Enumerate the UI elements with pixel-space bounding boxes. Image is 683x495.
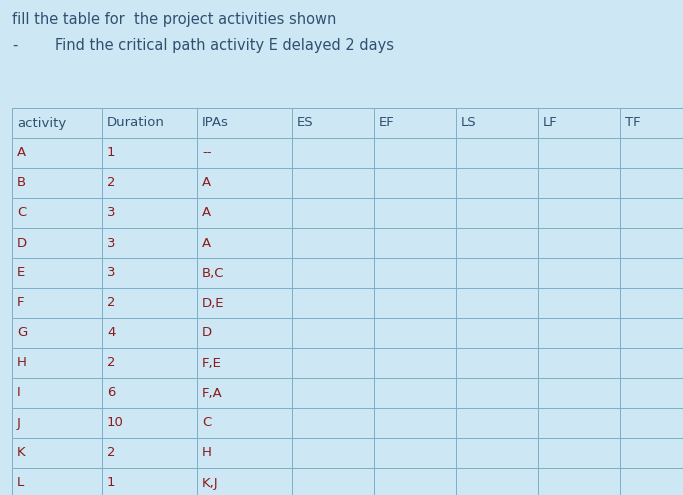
Text: D,E: D,E	[202, 297, 225, 309]
Text: L: L	[17, 477, 25, 490]
Text: ES: ES	[297, 116, 313, 130]
Text: J: J	[17, 416, 21, 430]
Text: C: C	[17, 206, 26, 219]
Text: LS: LS	[461, 116, 477, 130]
Text: K: K	[17, 446, 26, 459]
Text: E: E	[17, 266, 25, 280]
Text: I: I	[17, 387, 20, 399]
Text: F,E: F,E	[202, 356, 222, 369]
Text: 4: 4	[107, 327, 115, 340]
Text: 2: 2	[107, 177, 115, 190]
Text: EF: EF	[379, 116, 395, 130]
Text: C: C	[202, 416, 211, 430]
Text: F,A: F,A	[202, 387, 223, 399]
Text: 2: 2	[107, 297, 115, 309]
Text: fill the table for  the project activities shown: fill the table for the project activitie…	[12, 12, 336, 27]
Text: A: A	[17, 147, 26, 159]
Text: F: F	[17, 297, 25, 309]
Text: 2: 2	[107, 446, 115, 459]
Text: A: A	[202, 206, 211, 219]
Text: D: D	[17, 237, 27, 249]
Text: B: B	[17, 177, 26, 190]
Text: G: G	[17, 327, 27, 340]
Text: 3: 3	[107, 266, 115, 280]
Text: 2: 2	[107, 356, 115, 369]
Text: TF: TF	[625, 116, 641, 130]
Text: B,C: B,C	[202, 266, 225, 280]
Text: D: D	[202, 327, 212, 340]
Text: IPAs: IPAs	[202, 116, 229, 130]
Text: activity: activity	[17, 116, 66, 130]
Text: A: A	[202, 237, 211, 249]
Text: 3: 3	[107, 237, 115, 249]
Text: -: -	[12, 38, 17, 53]
Text: --: --	[202, 147, 212, 159]
Text: 1: 1	[107, 477, 115, 490]
Text: K,J: K,J	[202, 477, 219, 490]
Text: H: H	[17, 356, 27, 369]
Text: H: H	[202, 446, 212, 459]
Text: 6: 6	[107, 387, 115, 399]
Text: Find the critical path activity E delayed 2 days: Find the critical path activity E delaye…	[55, 38, 394, 53]
Text: 1: 1	[107, 147, 115, 159]
Text: LF: LF	[543, 116, 558, 130]
Text: 3: 3	[107, 206, 115, 219]
Text: A: A	[202, 177, 211, 190]
Text: 10: 10	[107, 416, 124, 430]
Text: Duration: Duration	[107, 116, 165, 130]
